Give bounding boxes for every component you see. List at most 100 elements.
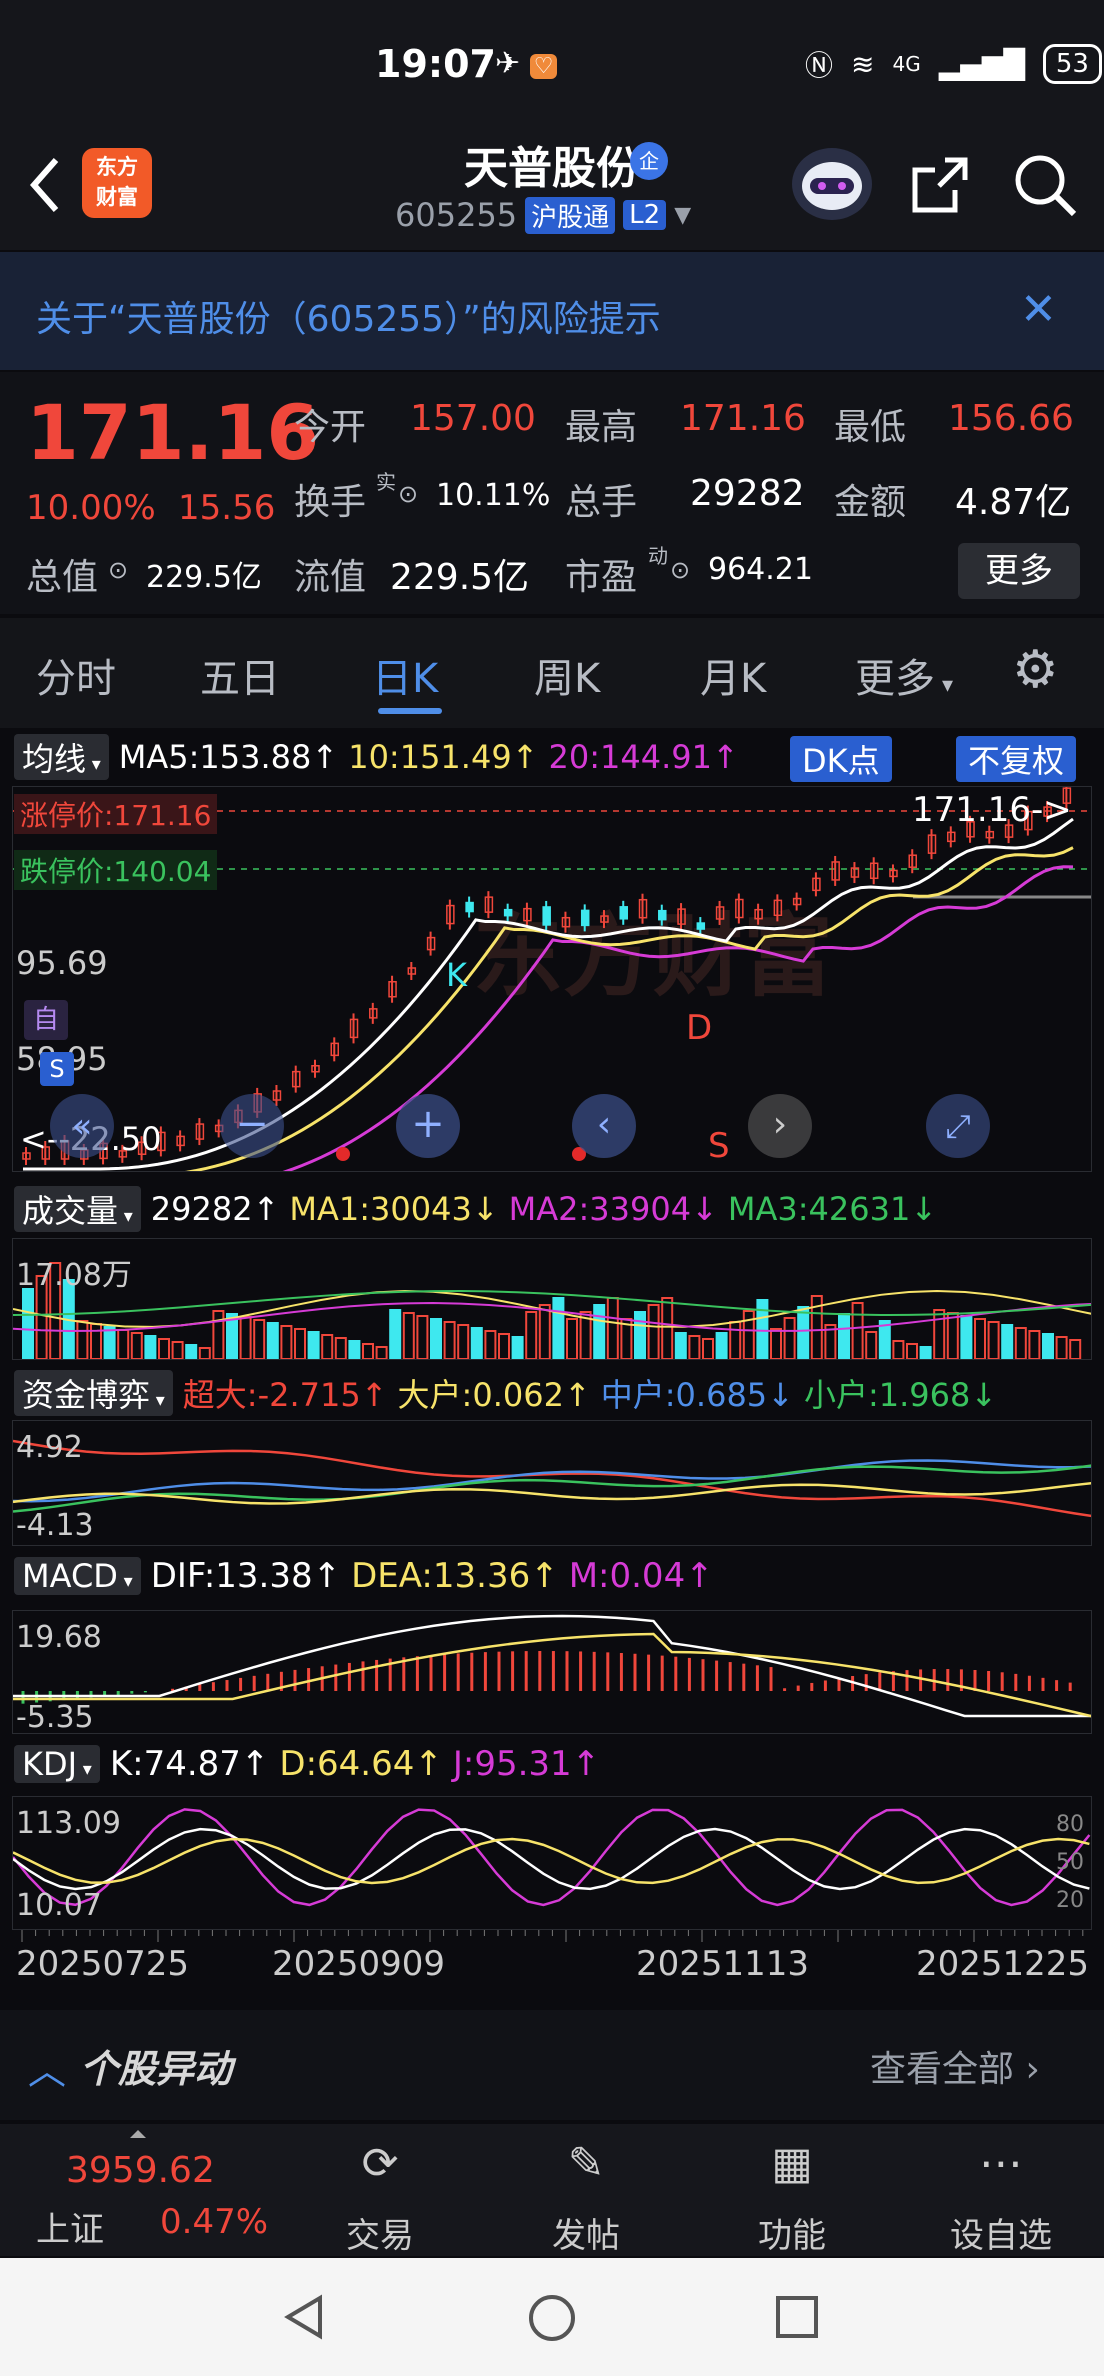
enterprise-badge: 企 [630, 142, 668, 180]
volume-bar [22, 1288, 34, 1359]
volume-bar [1055, 1336, 1068, 1359]
funds-chart[interactable] [12, 1420, 1092, 1546]
candle-body [1043, 806, 1052, 817]
macd-dif-line [13, 1614, 1091, 1718]
candle-body [542, 906, 551, 926]
funds-selector[interactable]: 资金博弈 ▾ [14, 1370, 173, 1416]
limit-up-price: 涨停价:171.16 [14, 794, 218, 834]
volume-bar [824, 1324, 837, 1359]
candle-body [735, 898, 744, 919]
candle-body [812, 877, 821, 892]
macd-axis-top: 19.68 [16, 1620, 102, 1655]
volume-bar [1001, 1324, 1014, 1359]
stock-movement-title: 个股异动 [80, 2047, 233, 2091]
eye-icon[interactable]: ⊙ [670, 556, 691, 584]
kdj-chart[interactable] [12, 1796, 1092, 1930]
volume-bar [212, 1310, 225, 1359]
search-icon[interactable] [1010, 150, 1080, 220]
self-select-marker[interactable]: 自 [24, 1000, 68, 1040]
dk-point-button[interactable]: DK点 [790, 736, 892, 782]
stock-movement-section[interactable] [0, 2010, 1104, 2120]
funds-small-line [13, 1464, 1091, 1513]
tab-weekly-k[interactable]: 周K [534, 656, 601, 702]
index-name[interactable]: 上证 [36, 2210, 104, 2250]
tab-monthly-k[interactable]: 月K [700, 656, 767, 702]
tab-intraday[interactable]: 分时 [36, 656, 116, 702]
volume-bar [457, 1324, 470, 1359]
volume-bar [1042, 1333, 1054, 1359]
candle-body [272, 1090, 282, 1101]
volume-bar [130, 1332, 143, 1359]
battery-icon: 53 [1042, 44, 1102, 84]
candle-body [754, 908, 763, 920]
volume-bar [579, 1311, 592, 1359]
turnover-sup: 实 [376, 470, 396, 494]
nav-post[interactable]: 发帖 [552, 2216, 620, 2256]
eye-icon[interactable]: ⊙ [398, 480, 419, 508]
zoom-out-icon[interactable]: − [220, 1094, 284, 1158]
candle-body [1004, 824, 1014, 838]
eye-icon[interactable]: ⊙ [108, 556, 129, 584]
chevron-left-icon[interactable]: ‹ [572, 1094, 636, 1158]
volume-ma1: MA1:30043↓ [289, 1190, 499, 1228]
low-label: 最低 [834, 407, 907, 448]
tab-more[interactable]: 更多 ▾ [855, 656, 954, 702]
ma-legend-row: 均线 ▾ MA5:153.88↑ 10:151.49↑ 20:144.91↑ [14, 734, 739, 780]
risk-banner[interactable] [0, 252, 1104, 370]
kdj-selector[interactable]: KDJ ▾ [14, 1745, 100, 1783]
share-icon[interactable] [905, 150, 975, 220]
view-all-link[interactable]: 查看全部 › [870, 2049, 1040, 2090]
no-adjust-button[interactable]: 不复权 [956, 736, 1077, 782]
chevron-up-icon[interactable]: ︿ [28, 2049, 67, 2093]
nav-function[interactable]: 功能 [758, 2216, 826, 2256]
candle-body [1024, 810, 1033, 831]
float-label: 流值 [294, 557, 367, 598]
stock-code-row[interactable]: 605255 沪股通 L2 ▼ [395, 196, 691, 234]
candle-body [927, 834, 937, 854]
candle-body [1062, 787, 1072, 804]
tab-five-day[interactable]: 五日 [200, 656, 280, 702]
candle-body [176, 1135, 185, 1147]
trade-icon[interactable]: ⟳ [361, 2138, 399, 2189]
chevron-right-icon[interactable]: › [748, 1094, 812, 1158]
candle-body [638, 898, 648, 919]
volume-bar [35, 1275, 48, 1359]
function-grid-icon[interactable]: ▦ [771, 2138, 813, 2189]
nav-trade[interactable]: 交易 [346, 2216, 414, 2256]
candle-body [677, 908, 686, 925]
nav-back-icon[interactable] [280, 2292, 330, 2342]
post-icon[interactable]: ✎ [567, 2138, 605, 2189]
ma-selector[interactable]: 均线 ▾ [14, 734, 109, 780]
volume-bar [49, 1262, 62, 1359]
volume-chart[interactable] [12, 1238, 1092, 1360]
nav-home-icon[interactable] [526, 2292, 578, 2344]
ai-robot-icon[interactable] [792, 148, 872, 220]
rewind-icon[interactable]: « [50, 1094, 114, 1158]
gear-icon[interactable]: ⚙ [1012, 640, 1059, 700]
volume-bar [307, 1331, 320, 1359]
nav-add-favorite[interactable]: 设自选 [950, 2216, 1052, 2256]
ma10-value: 10:151.49↑ [348, 738, 539, 776]
risk-banner-text[interactable]: 关于“天普股份（605255）”的风险提示 [36, 299, 661, 340]
zoom-in-icon[interactable]: + [396, 1094, 460, 1158]
stock-code: 605255 [395, 196, 518, 234]
volume-bar [702, 1338, 714, 1359]
more-dots-icon[interactable]: ⋯ [979, 2138, 1023, 2189]
close-icon[interactable]: ✕ [1020, 284, 1057, 335]
nav-recents-icon[interactable] [774, 2294, 820, 2340]
macd-selector[interactable]: MACD ▾ [14, 1557, 141, 1595]
more-button[interactable]: 更多 [958, 543, 1080, 599]
volume-bar [158, 1338, 170, 1359]
back-icon[interactable] [24, 150, 64, 220]
tab-daily-k[interactable]: 日K [372, 656, 439, 702]
pe-value: 964.21 [708, 552, 813, 587]
fullscreen-icon[interactable]: ⤢ [926, 1094, 990, 1158]
index-value[interactable]: 3959.62 [66, 2150, 215, 2191]
kdj-level-20: 20 [1056, 1888, 1084, 1913]
candle-body [41, 1146, 51, 1160]
kline-chart[interactable]: 东方财富 [12, 786, 1092, 1172]
candle-body [22, 1152, 31, 1160]
volume-selector[interactable]: 成交量 ▾ [14, 1186, 141, 1232]
macd-chart[interactable] [12, 1610, 1092, 1734]
index-percent[interactable]: 0.47% [160, 2202, 269, 2242]
